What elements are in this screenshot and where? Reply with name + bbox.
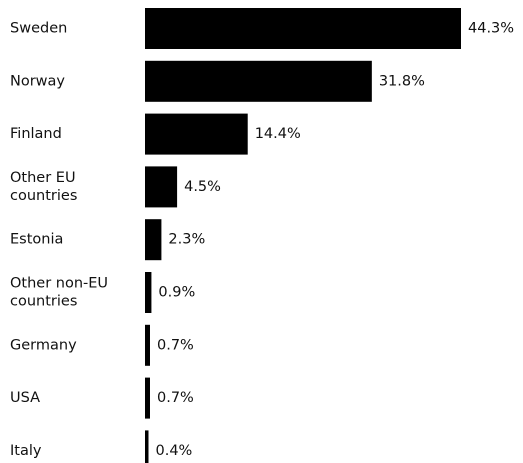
category-label-1: Norway	[10, 73, 65, 89]
value-label-6: 0.7%	[157, 337, 194, 353]
bar-6	[145, 324, 150, 366]
category-label-6: Germany	[10, 337, 77, 353]
bar-5	[145, 272, 152, 313]
value-label-4: 2.3%	[168, 232, 205, 248]
bar-2	[145, 113, 248, 155]
bar-1	[145, 60, 372, 102]
bar-4	[145, 219, 162, 261]
category-label-0: Sweden	[10, 21, 67, 37]
value-label-0: 44.3%	[468, 21, 514, 37]
value-label-8: 0.4%	[156, 443, 193, 459]
bar-0	[145, 8, 461, 49]
value-label-1: 31.8%	[379, 73, 425, 89]
value-label-3: 4.5%	[184, 179, 221, 195]
value-label-2: 14.4%	[255, 126, 301, 142]
category-label-3: Other EU countries	[10, 170, 77, 204]
category-label-7: USA	[10, 390, 40, 406]
bar-7	[145, 377, 150, 419]
bar-3	[145, 166, 178, 208]
category-label-2: Finland	[10, 126, 62, 142]
category-label-8: Italy	[10, 443, 42, 459]
category-label-5: Other non-EU countries	[10, 276, 108, 310]
value-label-5: 0.9%	[158, 285, 195, 301]
bar-8	[145, 430, 149, 463]
category-label-4: Estonia	[10, 232, 63, 248]
value-label-7: 0.7%	[157, 390, 194, 406]
